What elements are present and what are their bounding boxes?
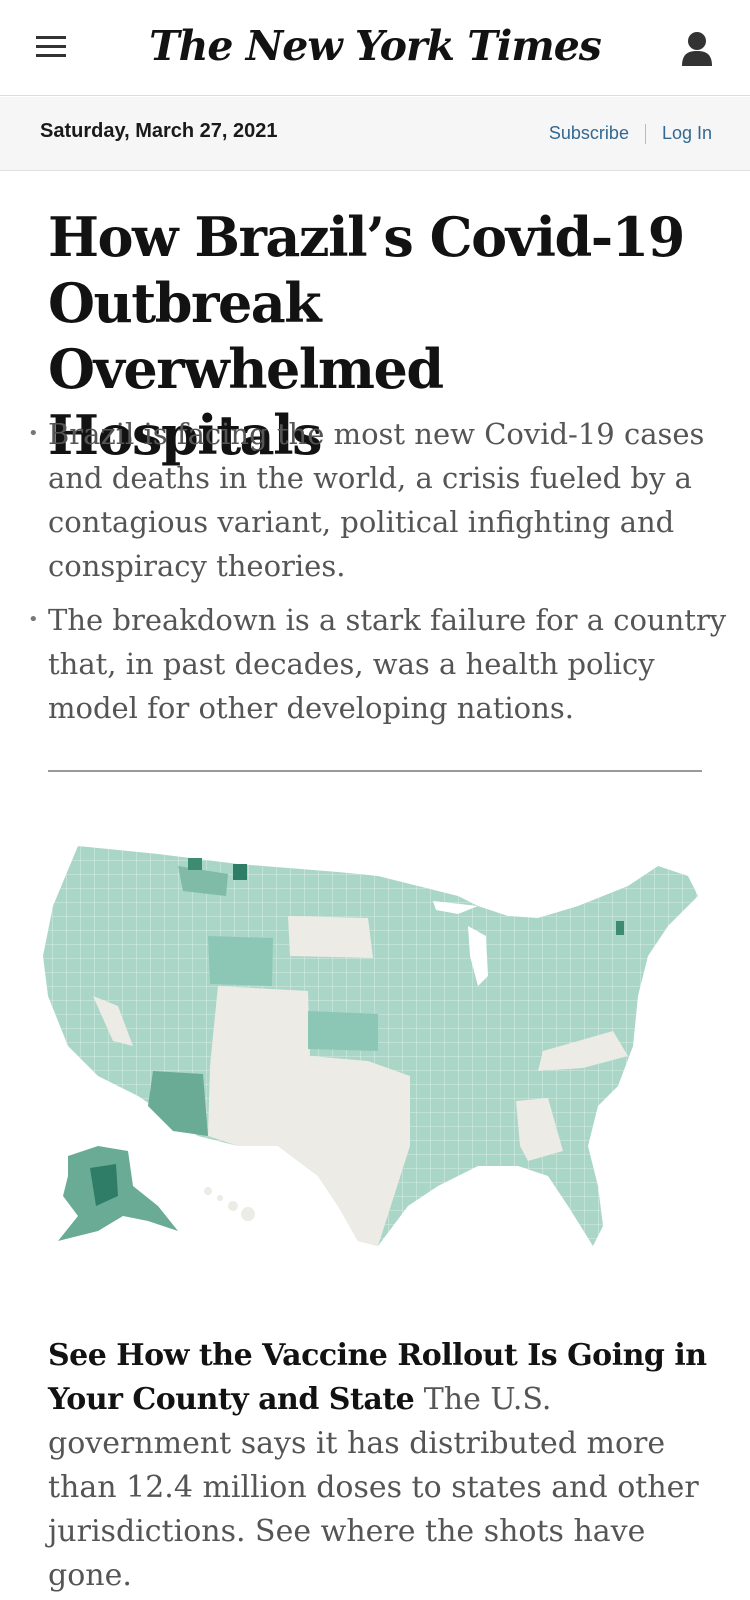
map-county-dark — [233, 864, 247, 880]
summary-item: The breakdown is a stark failure for a c… — [28, 598, 728, 730]
map-great-lakes — [433, 901, 478, 914]
map-region-dakota — [288, 916, 373, 958]
map-hawaii — [204, 1187, 212, 1195]
map-great-lakes — [468, 926, 488, 986]
map-alaska — [58, 1146, 178, 1241]
vaccine-rollout-promo: See How the Vaccine Rollout Is Going in … — [48, 1334, 718, 1598]
promo-body: The U.S. government says it has distribu… — [48, 1382, 699, 1593]
map-region-georgia — [516, 1098, 563, 1161]
map-region-southwest — [208, 986, 410, 1246]
login-link[interactable]: Log In — [661, 123, 712, 143]
account-links: Subscribe Log In — [549, 123, 712, 144]
date-bar: Saturday, March 27, 2021 Subscribe Log I… — [0, 97, 750, 171]
map-county-dark — [188, 858, 202, 870]
subscribe-link[interactable]: Subscribe — [548, 123, 629, 143]
top-navigation-bar: The New York Times — [0, 0, 750, 96]
map-region-nevada — [93, 996, 133, 1046]
user-account-icon[interactable] — [680, 30, 714, 68]
hamburger-menu-icon[interactable] — [36, 36, 70, 62]
map-region-wyoming — [208, 936, 273, 986]
article-summary-list: Brazil is facing the most new Covid-19 c… — [28, 412, 728, 740]
section-divider — [48, 770, 702, 772]
map-region-virginia — [538, 1031, 628, 1071]
promo-title[interactable]: See How the Vaccine Rollout Is Going in … — [48, 1338, 707, 1417]
site-logo[interactable]: The New York Times — [149, 22, 602, 70]
map-region-kansas — [308, 1011, 378, 1051]
current-date: Saturday, March 27, 2021 — [40, 120, 278, 142]
map-region-arizona — [148, 1071, 208, 1136]
link-divider — [644, 123, 646, 144]
map-county-dark — [616, 921, 624, 935]
map-region-montana-dark — [178, 866, 228, 896]
us-vaccination-map[interactable] — [38, 846, 718, 1276]
summary-item: Brazil is facing the most new Covid-19 c… — [28, 412, 728, 588]
